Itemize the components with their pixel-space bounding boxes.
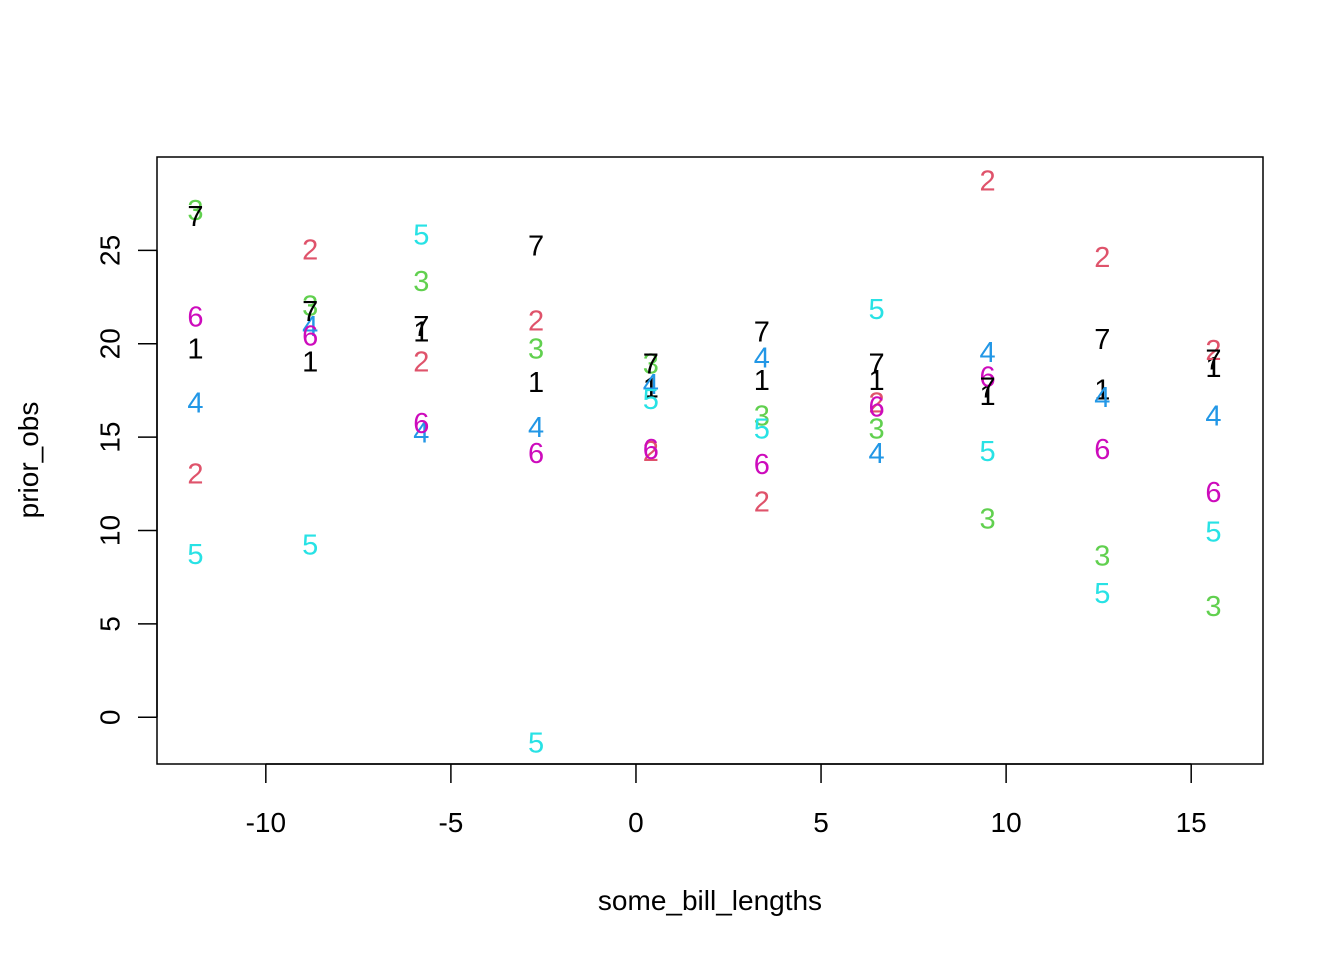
data-point: 2 — [754, 487, 770, 519]
data-point: 2 — [980, 165, 996, 197]
data-point: 3 — [187, 195, 203, 227]
data-point: 4 — [980, 337, 996, 369]
data-point: 3 — [302, 290, 318, 322]
series-7: 7 7 7 7 7 7 7 7 7 7 — [187, 201, 1221, 405]
data-point: 4 — [302, 311, 318, 343]
data-point: 7 — [980, 373, 996, 405]
data-point: 2 — [643, 436, 659, 468]
data-point: 6 — [868, 391, 884, 423]
data-point: 4 — [1094, 382, 1110, 414]
data-point: 5 — [1094, 578, 1110, 610]
data-point: 5 — [187, 539, 203, 571]
data-point: 6 — [1094, 434, 1110, 466]
data-point: 7 — [643, 348, 659, 380]
data-point: 4 — [754, 343, 770, 375]
data-point: 2 — [1094, 242, 1110, 274]
data-point: 3 — [528, 333, 544, 365]
x-axis: -10 -5 0 5 10 15 — [246, 763, 1207, 838]
data-point: 1 — [187, 333, 203, 365]
x-tick-label: -5 — [438, 807, 463, 838]
data-point: 6 — [302, 320, 318, 352]
series-4: 4 4 4 4 4 4 4 4 4 4 — [187, 311, 1221, 470]
data-point: 5 — [413, 219, 429, 251]
data-point: 1 — [1094, 374, 1110, 406]
y-tick-label: 15 — [95, 422, 126, 453]
y-tick-label: 10 — [95, 515, 126, 546]
x-tick-label: 0 — [628, 807, 644, 838]
data-point: 3 — [1094, 541, 1110, 573]
data-point: 3 — [868, 414, 884, 446]
data-point: 1 — [1205, 352, 1221, 384]
y-tick-label: 0 — [95, 710, 126, 726]
data-point: 7 — [868, 348, 884, 380]
data-point: 7 — [302, 296, 318, 328]
data-point: 5 — [302, 529, 318, 561]
x-tick-label: 15 — [1176, 807, 1207, 838]
data-point: 1 — [868, 365, 884, 397]
data-point: 6 — [754, 449, 770, 481]
data-point: 7 — [1094, 324, 1110, 356]
series-2: 2 2 2 2 2 2 2 2 2 2 — [187, 165, 1221, 518]
data-point: 4 — [643, 369, 659, 401]
data-point: 5 — [643, 384, 659, 416]
data-point: 7 — [754, 317, 770, 349]
x-tick-label: -10 — [246, 807, 286, 838]
data-point: 1 — [413, 317, 429, 349]
series-6: 6 6 6 6 6 6 6 6 6 6 — [187, 302, 1221, 510]
x-tick-label: 5 — [813, 807, 829, 838]
data-point: 5 — [980, 436, 996, 468]
data-point: 1 — [302, 346, 318, 378]
data-point: 5 — [868, 294, 884, 326]
data-point: 5 — [754, 414, 770, 446]
data-point: 2 — [302, 234, 318, 266]
x-axis-title: some_bill_lengths — [598, 885, 822, 916]
data-point: 6 — [1205, 477, 1221, 509]
series-3: 3 3 3 3 3 3 3 3 3 3 — [187, 195, 1221, 623]
data-point: 5 — [528, 727, 544, 759]
data-point: 5 — [1205, 516, 1221, 548]
data-point: 3 — [754, 401, 770, 433]
data-point: 3 — [413, 266, 429, 298]
data-point: 4 — [1205, 401, 1221, 433]
data-point: 7 — [187, 201, 203, 233]
y-tick-label: 25 — [95, 235, 126, 266]
data-point: 3 — [1205, 591, 1221, 623]
x-tick-label: 10 — [991, 807, 1022, 838]
data-point: 6 — [980, 361, 996, 393]
data-point: 6 — [413, 408, 429, 440]
data-point: 4 — [528, 412, 544, 444]
y-tick-label: 20 — [95, 328, 126, 359]
data-point: 2 — [187, 459, 203, 491]
data-point: 7 — [1205, 345, 1221, 377]
data-point: 4 — [187, 388, 203, 420]
data-point: 1 — [980, 380, 996, 412]
data-point: 1 — [643, 373, 659, 405]
y-tick-label: 5 — [95, 616, 126, 632]
data-point: 3 — [980, 503, 996, 535]
data-point: 2 — [528, 305, 544, 337]
data-point: 2 — [1205, 335, 1221, 367]
data-point: 6 — [528, 438, 544, 470]
data-point: 7 — [528, 231, 544, 263]
data-point: 6 — [187, 302, 203, 334]
series-5: 5 5 5 5 5 5 5 5 5 5 — [187, 219, 1221, 759]
data-point: 2 — [868, 388, 884, 420]
data-point: 3 — [643, 348, 659, 380]
data-point: 2 — [413, 346, 429, 378]
data-point: 4 — [868, 438, 884, 470]
data-point: 1 — [528, 367, 544, 399]
y-axis: 0 5 10 15 20 25 — [95, 235, 158, 725]
data-point: 7 — [413, 311, 429, 343]
data-point: 4 — [413, 417, 429, 449]
data-point: 1 — [754, 365, 770, 397]
y-axis-title: prior_obs — [13, 402, 44, 519]
series-1: 1 1 1 1 1 1 1 1 1 1 — [187, 317, 1221, 413]
data-point: 6 — [643, 434, 659, 466]
